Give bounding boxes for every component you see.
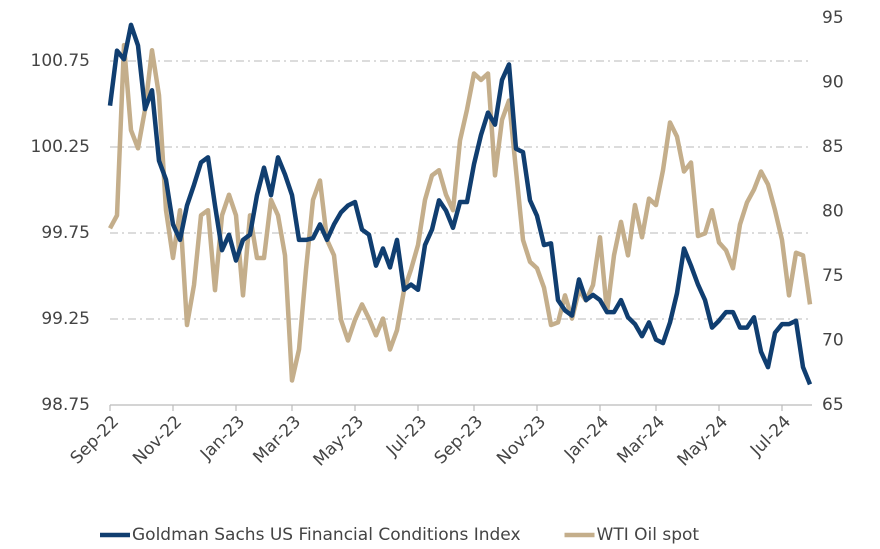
x-tick-label: Jan-24 <box>560 412 613 465</box>
x-tick-label: Jul-24 <box>746 412 795 461</box>
y2-tick-label: 85 <box>822 137 844 157</box>
x-tick-label: Nov-22 <box>129 412 186 469</box>
y2-tick-label: 95 <box>822 8 844 28</box>
y2-tick-label: 70 <box>822 331 844 351</box>
x-tick-label: Mar-23 <box>249 412 305 468</box>
x-tick-label: Nov-23 <box>493 412 550 469</box>
x-tick-label: May-24 <box>674 412 732 470</box>
y2-tick-label: 90 <box>822 73 844 93</box>
series-line <box>108 42 813 383</box>
y-tick-label: 99.75 <box>41 223 90 243</box>
y-tick-label: 100.75 <box>31 51 90 71</box>
legend-label: Goldman Sachs US Financial Conditions In… <box>132 525 521 545</box>
x-tick-label: Sep-22 <box>67 412 123 468</box>
legend-label: WTI Oil spot <box>597 525 700 545</box>
y2-tick-label: 80 <box>822 202 844 222</box>
y-tick-label: 98.75 <box>41 395 90 415</box>
x-tick-label: Sep-23 <box>431 412 487 468</box>
series-line <box>107 22 813 386</box>
x-tick-label: Jul-23 <box>382 412 431 461</box>
y2-tick-label: 75 <box>822 266 844 286</box>
y-tick-label: 100.25 <box>31 137 90 157</box>
x-tick-label: Jan-23 <box>196 412 249 465</box>
y-tick-label: 99.25 <box>41 309 90 329</box>
x-tick-label: May-23 <box>310 412 368 470</box>
x-tick-label: Mar-24 <box>613 412 669 468</box>
y2-tick-label: 65 <box>822 395 844 415</box>
